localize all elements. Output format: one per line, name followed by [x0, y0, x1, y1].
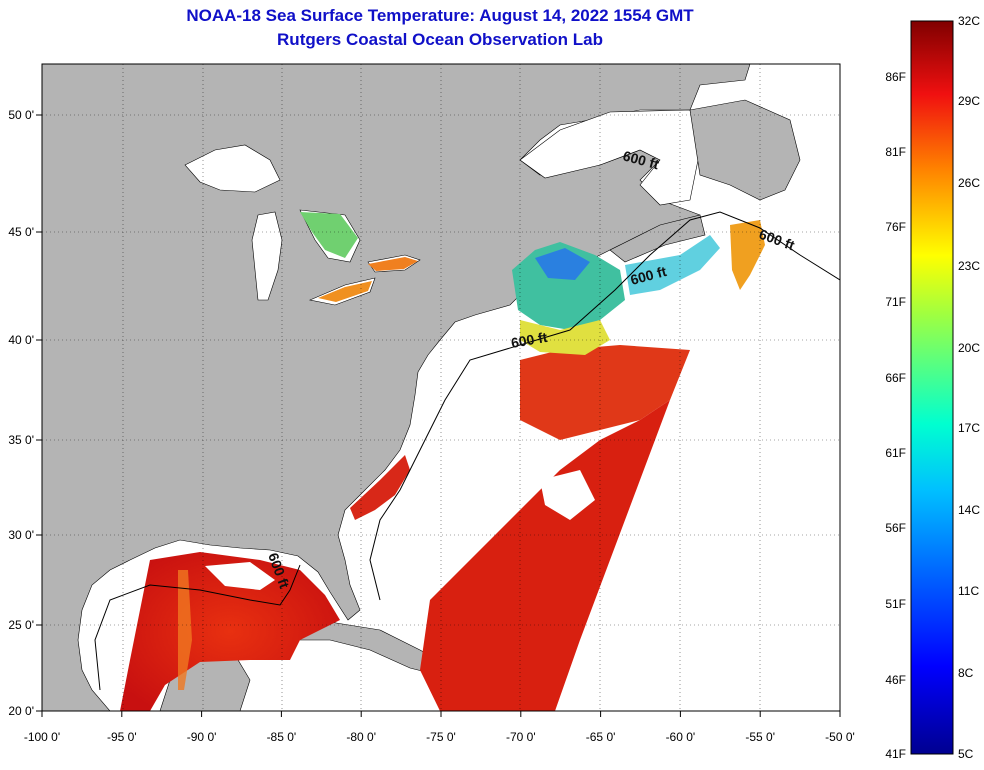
lake-superior: [184, 144, 281, 193]
lat-tick-label: 50 0': [8, 108, 34, 122]
sst-georges-bank: [520, 320, 610, 355]
sst-gulf-of-maine-blue: [535, 248, 590, 280]
sst-atlantic-south: [420, 400, 670, 711]
land-newfoundland: [689, 99, 801, 201]
lon-tick-label: -70 0': [506, 730, 536, 744]
sst-grand-banks: [730, 220, 765, 290]
colorbar-fahrenheit-label: 41F: [885, 747, 906, 761]
colorbar-fahrenheit-label: 56F: [885, 521, 906, 535]
lat-tick-label: 30 0': [8, 528, 34, 542]
graticule: [42, 64, 840, 711]
lon-tick-label: -100 0': [24, 730, 60, 744]
sst-atlantic-white-patch: [540, 470, 595, 520]
sst-gulf-orange-streak: [178, 570, 192, 690]
colorbar-fahrenheit-label: 76F: [885, 220, 906, 234]
colorbar-celsius-label: 5C: [958, 747, 974, 761]
colorbar-celsius-label: 8C: [958, 666, 974, 680]
lon-tick-label: -95 0': [107, 730, 137, 744]
lat-ticks: 50 0' 45 0' 40 0' 35 0' 30 0' 25 0' 20 0': [8, 108, 42, 718]
map-subtitle: Rutgers Coastal Ocean Observation Lab: [277, 30, 603, 49]
sst-coastal-carolinas: [350, 455, 410, 520]
colorbar-fahrenheit-label: 66F: [885, 371, 906, 385]
colorbar-celsius-label: 20C: [958, 341, 980, 355]
lon-ticks: -100 0' -95 0' -90 0' -85 0' -80 0' -75 0' -70…: [24, 711, 855, 744]
sst-gulf-white-patch: [205, 562, 275, 590]
sst-gulf-of-mexico: [120, 552, 340, 711]
colorbar-celsius-label: 23C: [958, 259, 980, 273]
colorbar-fahrenheit-label: 81F: [885, 145, 906, 159]
lon-tick-label: -80 0': [346, 730, 376, 744]
colorbar-fahrenheit-label: 86F: [885, 70, 906, 84]
lat-tick-label: 35 0': [8, 433, 34, 447]
colorbar-celsius-label: 14C: [958, 503, 980, 517]
colorbar-celsius-label: 29C: [958, 94, 980, 108]
colorbar-fahrenheit-label: 46F: [885, 673, 906, 687]
map-title: NOAA-18 Sea Surface Temperature: August …: [186, 6, 694, 25]
lon-tick-label: -90 0': [187, 730, 217, 744]
lake-michigan: [251, 211, 283, 301]
lat-tick-label: 40 0': [8, 333, 34, 347]
lon-tick-label: -65 0': [586, 730, 616, 744]
lon-tick-label: -55 0': [745, 730, 775, 744]
sst-lake-erie: [368, 257, 418, 271]
lat-tick-label: 25 0': [8, 618, 34, 632]
colorbar-fahrenheit-label: 61F: [885, 446, 906, 460]
sst-atlantic-mid: [520, 345, 690, 440]
land-nova-scotia: [609, 214, 706, 263]
sst-lake-ontario-warm: [318, 281, 372, 302]
colorbar-celsius-label: 26C: [958, 176, 980, 190]
colorbar-fahrenheit-label: 71F: [885, 295, 906, 309]
lon-tick-label: -50 0': [825, 730, 855, 744]
land-north-america: [42, 64, 751, 711]
lat-tick-label: 20 0': [8, 704, 34, 718]
contour-label: 600 ft: [510, 329, 549, 351]
colorbar-celsius-label: 17C: [958, 421, 980, 435]
contour-600ft: [94, 211, 840, 691]
lat-tick-label: 45 0': [8, 225, 34, 239]
colorbar-celsius-label: 11C: [958, 584, 979, 598]
colorbar-celsius-label: 32C: [958, 14, 980, 28]
lon-tick-label: -85 0': [267, 730, 297, 744]
lon-tick-label: -75 0': [426, 730, 456, 744]
sst-scotian-shelf: [625, 235, 720, 295]
colorbar-fahrenheit-label: 51F: [885, 597, 906, 611]
sst-lake-huron: [300, 212, 358, 258]
lon-tick-label: -60 0': [666, 730, 696, 744]
color-bar-gradient: [910, 20, 954, 755]
